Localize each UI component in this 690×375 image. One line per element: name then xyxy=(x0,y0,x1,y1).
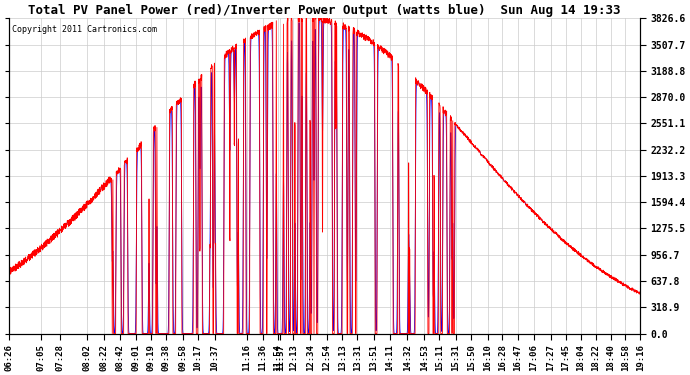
Title: Total PV Panel Power (red)/Inverter Power Output (watts blue)  Sun Aug 14 19:33: Total PV Panel Power (red)/Inverter Powe… xyxy=(28,4,621,17)
Text: Copyright 2011 Cartronics.com: Copyright 2011 Cartronics.com xyxy=(12,25,157,34)
